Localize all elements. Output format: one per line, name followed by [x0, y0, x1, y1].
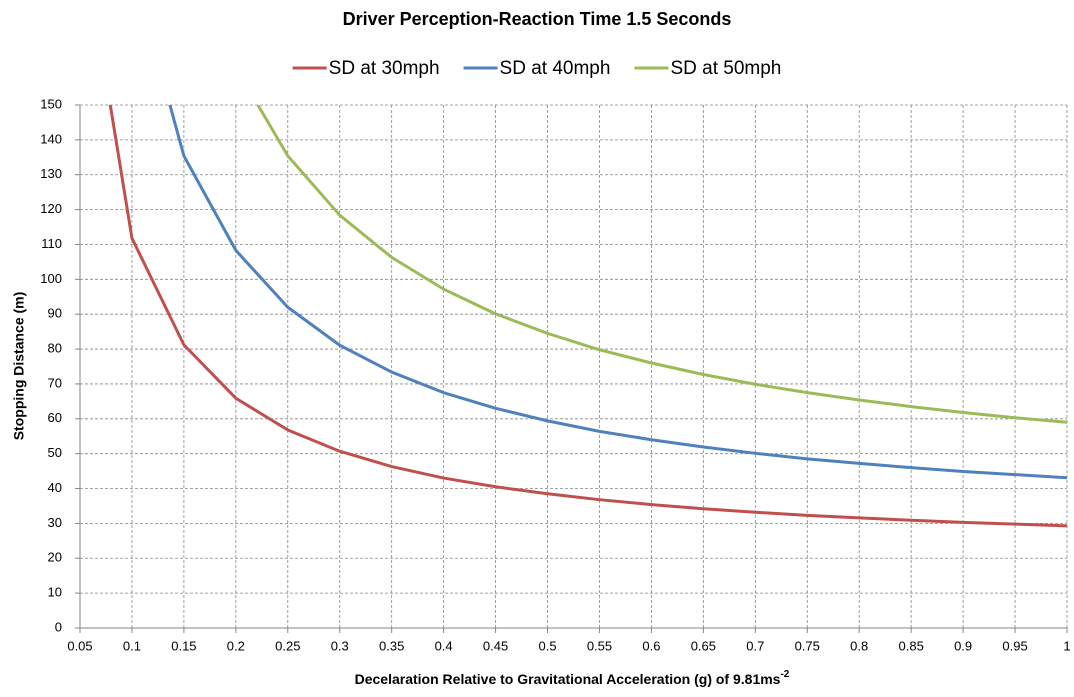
y-tick-label: 150	[40, 96, 62, 111]
x-tick-label: 0.75	[795, 638, 820, 653]
x-tick-label: 0.3	[331, 638, 349, 653]
x-tick-label: 0.8	[850, 638, 868, 653]
legend-label: SD at 30mph	[329, 58, 440, 79]
data-line	[168, 105, 1067, 480]
y-tick-label: 80	[48, 341, 62, 356]
chart-title: Driver Perception-Reaction Time 1.5 Seco…	[343, 9, 732, 29]
plot-area	[108, 105, 1067, 528]
x-tick-label: 0.9	[954, 638, 972, 653]
y-tick-label: 100	[40, 271, 62, 286]
x-tick-label: 0.5	[538, 638, 556, 653]
legend-label: SD at 40mph	[500, 58, 611, 79]
y-tick-label: 90	[48, 306, 62, 321]
x-tick-label: 0.7	[746, 638, 764, 653]
legend-label: SD at 50mph	[670, 58, 781, 79]
y-tick-label: 70	[48, 375, 62, 390]
y-tick-label: 130	[40, 166, 62, 181]
x-axis-title-superscript: -2	[780, 669, 789, 680]
x-tick-label: 0.05	[67, 638, 92, 653]
x-tick-label: 0.35	[379, 638, 404, 653]
x-tick-label: 0.15	[171, 638, 196, 653]
y-tick-label: 0	[55, 619, 62, 634]
x-tick-label: 0.85	[899, 638, 924, 653]
x-tick-label: 0.95	[1002, 638, 1027, 653]
x-tick-label: 0.65	[691, 638, 716, 653]
legend: SD at 30mph SD at 40mph SD at 50mph	[292, 58, 781, 79]
x-axis-title-text: Decelaration Relative to Gravitational A…	[355, 671, 781, 687]
x-tick-label: 0.45	[483, 638, 508, 653]
x-tick-label: 0.55	[587, 638, 612, 653]
x-tick-label: 0.1	[123, 638, 141, 653]
y-tick-label: 60	[48, 410, 62, 425]
x-axis-title: Decelaration Relative to Gravitational A…	[355, 669, 790, 687]
y-tick-label: 40	[48, 480, 62, 495]
x-tick-label: 0.2	[227, 638, 245, 653]
data-line	[256, 105, 1067, 424]
y-axis-title: Stopping Distance (m)	[11, 292, 27, 441]
y-tick-label: 50	[48, 445, 62, 460]
y-tick-label: 20	[48, 550, 62, 565]
x-tick-label: 1	[1063, 638, 1070, 653]
y-tick-label: 120	[40, 201, 62, 216]
y-tick-label: 140	[40, 131, 62, 146]
y-tick-label: 110	[41, 236, 62, 251]
x-tick-label: 0.4	[435, 638, 453, 653]
x-tick-label: 0.6	[642, 638, 660, 653]
y-tick-label: 10	[48, 585, 62, 600]
data-line	[108, 105, 1067, 528]
x-tick-label: 0.25	[275, 638, 300, 653]
y-tick-label: 30	[48, 515, 62, 530]
